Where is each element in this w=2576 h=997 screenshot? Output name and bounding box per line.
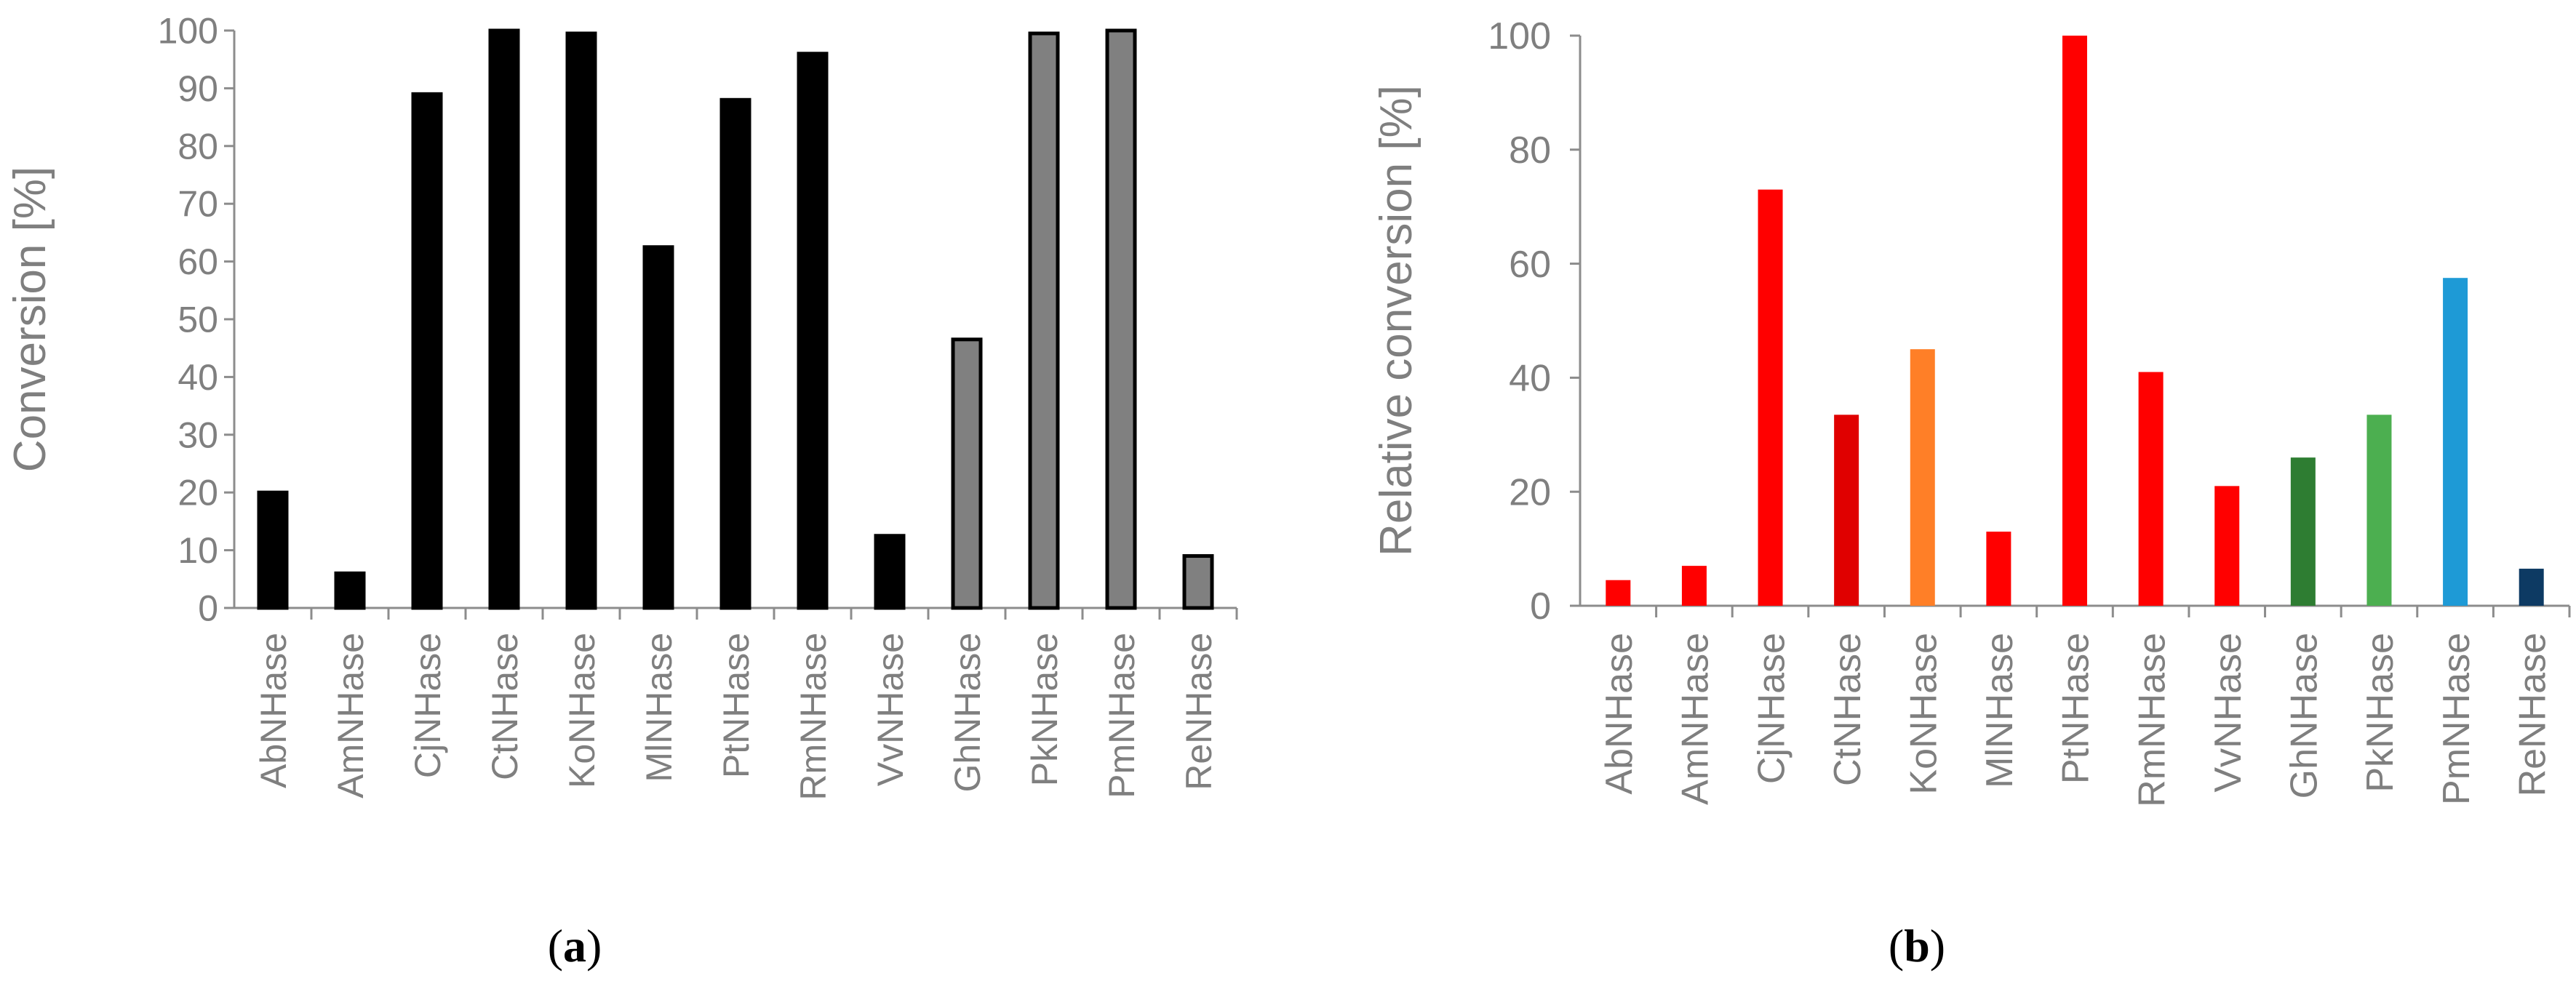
category-label-RmNHase: RmNHase [793, 633, 834, 801]
y-tick-label-a: 60 [178, 241, 218, 282]
category-label-CjNHase: CjNHase [1750, 633, 1793, 784]
category-label-GhNHase: GhNHase [947, 633, 988, 793]
bar-ReNHase [1182, 554, 1214, 610]
y-tick-label-a: 70 [178, 184, 218, 225]
bar-CtNHase [1834, 415, 1859, 606]
category-label-AmNHase: AmNHase [330, 633, 371, 798]
y-tick-label-a: 80 [178, 126, 218, 167]
y-tick-label-b: 80 [1509, 129, 1551, 172]
bar-AbNHase [257, 490, 289, 610]
category-label-PmNHase: PmNHase [1101, 633, 1142, 798]
category-label-AmNHase: AmNHase [1675, 633, 1717, 805]
bar-PtNHase [719, 97, 751, 610]
bar-VvNHase [2214, 486, 2240, 606]
bar-CjNHase [1758, 189, 1783, 606]
bar-RmNHase [2138, 372, 2164, 606]
category-label-VvNHase: VvNHase [2207, 633, 2249, 793]
category-label-CjNHase: CjNHase [407, 633, 448, 778]
category-label-MlNHase: MlNHase [639, 633, 679, 782]
bar-GhNHase [951, 337, 983, 610]
bar-PmNHase [2443, 278, 2468, 606]
category-label-MlNHase: MlNHase [1979, 633, 2021, 788]
y-tick-label-b: 60 [1509, 244, 1551, 286]
bar-AmNHase [1681, 566, 1707, 606]
y-tick-label-a: 20 [178, 473, 218, 513]
category-label-KoNHase: KoNHase [562, 633, 602, 788]
chart-panel-b: 0 20 40 60 80 100 AbNHase AmNHase CjNHase CtNHase… [1371, 15, 2571, 972]
bar-GhNHase [2290, 457, 2316, 606]
y-tick-label-b: 0 [1530, 585, 1551, 628]
bar-PkNHase [2366, 415, 2392, 606]
y-tick-label-a: 100 [158, 11, 218, 52]
category-label-AbNHase: AbNHase [253, 633, 294, 788]
category-label-PmNHase: PmNHase [2436, 633, 2478, 805]
y-tick-label-a: 30 [178, 415, 218, 455]
category-label-RmNHase: RmNHase [2131, 633, 2173, 807]
bar-ReNHase [2519, 569, 2544, 606]
category-label-AbNHase: AbNHase [1598, 633, 1640, 795]
bar-MlNHase [642, 245, 674, 610]
category-label-CtNHase: CtNHase [485, 633, 525, 780]
y-tick-label-a: 40 [178, 357, 218, 398]
bar-PtNHase [2062, 36, 2087, 606]
category-label-ReNHase: ReNHase [1179, 633, 1219, 790]
y-tick-label-b: 40 [1509, 358, 1551, 400]
category-label-PkNHase: PkNHase [1024, 633, 1065, 786]
bar-CtNHase [488, 28, 520, 610]
category-label-KoNHase: KoNHase [1902, 633, 1945, 795]
category-label-PtNHase: PtNHase [2055, 633, 2097, 784]
y-tick-label-b: 100 [1488, 15, 1551, 57]
bar-CjNHase [411, 92, 443, 610]
bar-KoNHase [1910, 349, 1935, 606]
category-label-CtNHase: CtNHase [1827, 633, 1869, 786]
bar-VvNHase [874, 534, 906, 610]
y-tick-label-a: 90 [178, 68, 218, 109]
category-label-PtNHase: PtNHase [716, 633, 757, 778]
bar-MlNHase [1986, 532, 2011, 606]
category-label-VvNHase: VvNHase [870, 633, 911, 786]
y-tick-label-a: 10 [178, 530, 218, 571]
panel-label-a: (a) [548, 920, 602, 972]
bar-KoNHase [565, 31, 597, 610]
category-label-ReNHase: ReNHase [2511, 633, 2553, 796]
chart-panel-a: 0 10 20 30 40 50 60 70 80 90 100 AbNHase AmNHase CjNH… [5, 11, 1238, 972]
category-label-PkNHase: PkNHase [2359, 633, 2401, 793]
y-axis-title-b: Relative conversion [%] [1371, 85, 1421, 556]
bar-PmNHase [1105, 28, 1137, 610]
y-tick-label-a: 50 [178, 300, 218, 340]
category-label-GhNHase: GhNHase [2284, 633, 2326, 798]
bar-RmNHase [797, 52, 829, 610]
y-tick-label-a: 0 [198, 588, 218, 629]
bar-AbNHase [1606, 580, 1631, 606]
panel-label-b: (b) [1889, 920, 1945, 972]
bar-PkNHase [1028, 31, 1060, 610]
bar-AmNHase [334, 571, 366, 610]
y-tick-label-b: 20 [1509, 471, 1551, 513]
y-axis-title-a: Conversion [%] [5, 167, 55, 472]
